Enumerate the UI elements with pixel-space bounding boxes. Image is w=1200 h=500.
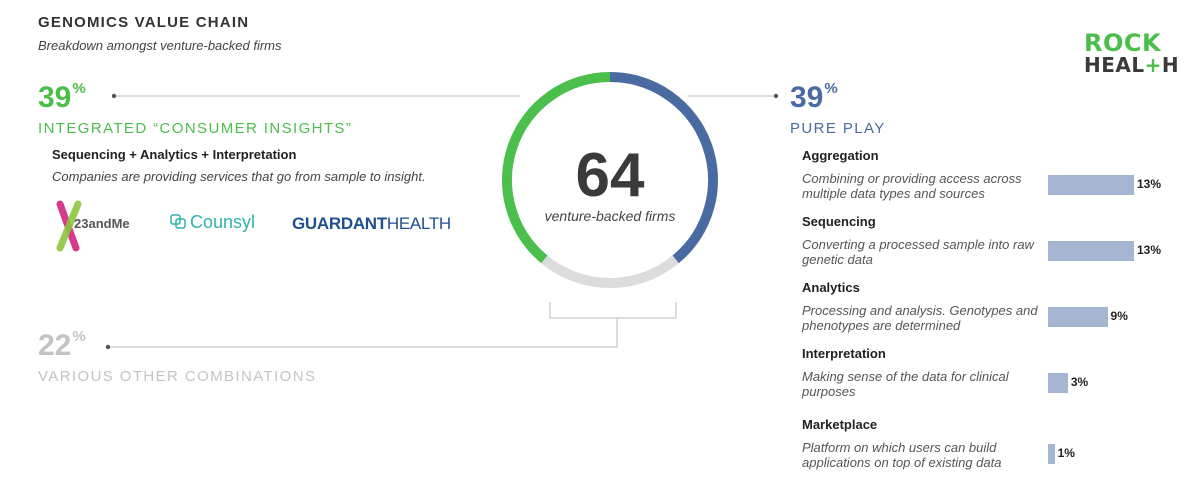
donut-slice xyxy=(609,72,718,264)
bar-value-label: 3% xyxy=(1070,375,1089,389)
bar-category-label: Aggregation xyxy=(802,148,879,163)
connector-dot-integrated xyxy=(111,93,117,99)
integrated-description: Companies are providing services that go… xyxy=(52,169,426,184)
bar xyxy=(1048,307,1108,327)
donut-slice xyxy=(502,72,611,264)
rock-health-logo: ROCK HEAL+H xyxy=(1084,29,1180,77)
bar-category-description: Processing and analysis. Genotypes and p… xyxy=(802,303,1038,333)
bar-value-label: 13% xyxy=(1137,177,1162,191)
donut-chart xyxy=(502,72,718,288)
bar-category-label: Analytics xyxy=(802,280,860,295)
integrated-percent: 39% xyxy=(38,80,86,114)
connector-dot-other xyxy=(105,344,111,350)
bar-value-label: 1% xyxy=(1057,446,1075,460)
bar-value-label: 9% xyxy=(1110,309,1128,323)
integrated-label: INTEGRATED “CONSUMER INSIGHTS” xyxy=(38,120,353,137)
bar xyxy=(1048,373,1068,393)
logo-counsyl: Counsyl xyxy=(170,212,255,233)
other-percent: 22% xyxy=(38,328,86,362)
bar xyxy=(1048,444,1055,464)
logo-line-2: HEAL+H xyxy=(1084,53,1180,77)
chart-title: GENOMICS VALUE CHAIN xyxy=(38,14,250,31)
donut-total: 64 xyxy=(575,141,645,210)
bar xyxy=(1048,175,1134,195)
bar-category-description: Converting a processed sample into raw g… xyxy=(802,237,1034,267)
logo-guardant-health: GUARDANTHEALTH xyxy=(292,214,451,233)
bracket-other xyxy=(549,302,677,319)
counsyl-icon xyxy=(170,214,186,229)
bar xyxy=(1048,241,1134,261)
bar-category-description: Making sense of the data for clinical pu… xyxy=(802,369,1009,399)
donut-slice xyxy=(541,255,679,288)
connector-dot-pure-play xyxy=(773,93,779,99)
pure-play-label: PURE PLAY xyxy=(790,120,886,137)
integrated-heading: Sequencing + Analytics + Interpretation xyxy=(52,147,297,162)
donut-caption: venture-backed firms xyxy=(544,208,676,224)
counsyl-wordmark: Counsyl xyxy=(190,212,256,232)
logo-23andme: 23andMe xyxy=(52,200,152,252)
bar-category-label: Interpretation xyxy=(802,346,886,361)
bar-category-label: Marketplace xyxy=(802,417,878,432)
bar-category-label: Sequencing xyxy=(802,214,876,229)
23andme-x-icon xyxy=(56,200,82,252)
bar-value-label: 13% xyxy=(1137,243,1162,257)
23andme-wordmark: 23andMe xyxy=(74,216,130,231)
bar-category-description: Combining or providing access across mul… xyxy=(802,171,1022,201)
logo-line-1: ROCK xyxy=(1084,29,1162,57)
chart-subtitle: Breakdown amongst venture-backed firms xyxy=(38,38,282,53)
pure-play-percent: 39% xyxy=(790,80,838,114)
bar-category-description: Platform on which users can build applic… xyxy=(802,440,1002,470)
other-label: VARIOUS OTHER COMBINATIONS xyxy=(38,368,317,385)
